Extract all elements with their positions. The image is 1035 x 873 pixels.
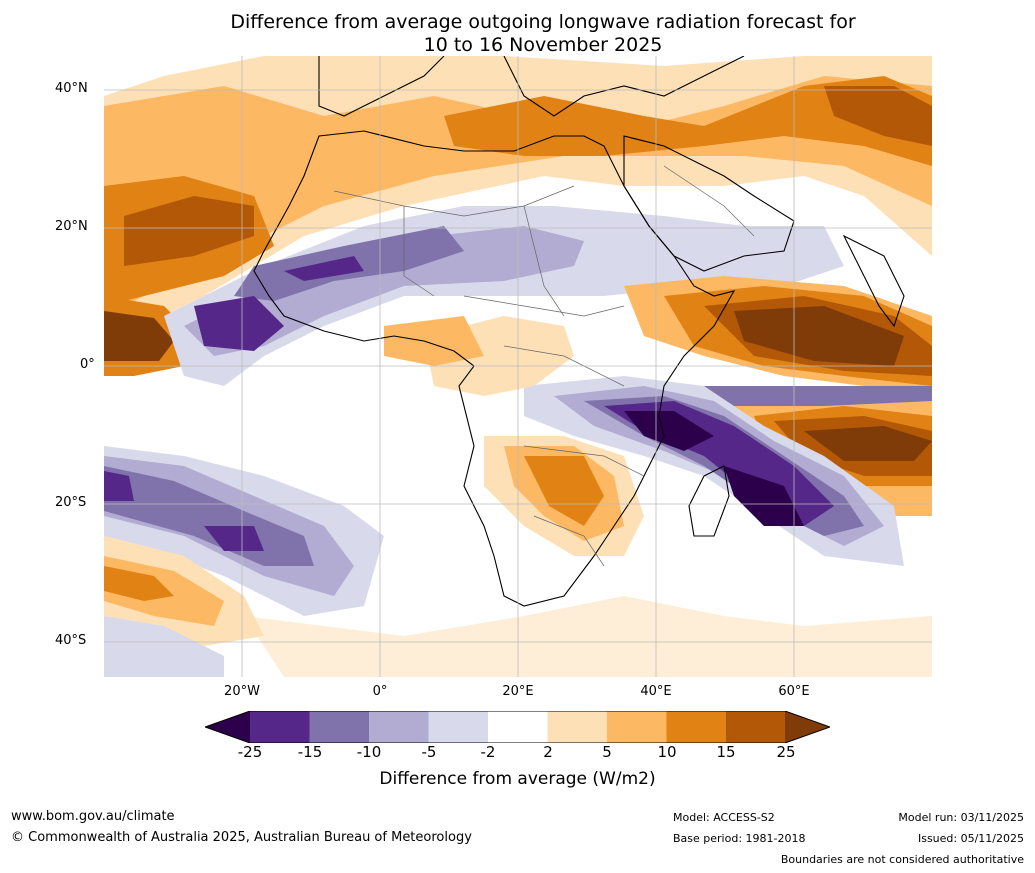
region-neg-weak-south [104,616,224,677]
colorbar-tick-label: 15 [716,743,736,761]
boundary-sahara-b [403,206,435,297]
colorbar-swatch-upper-extend [785,711,830,743]
chart-title-line2: 10 to 16 November 2025 [423,34,663,56]
footer-base-period: Base period: 1981-2018 [673,832,806,845]
footer-model: Model: ACCESS-S2 [673,811,775,824]
footer-copyright: © Commonwealth of Australia 2025, Austra… [11,830,472,845]
region-neg-vstrong-swedge [104,471,134,501]
lat-label-40n: 40°N [55,81,88,96]
colorbar-swatch-5 [488,711,548,743]
colorbar-swatch-6 [547,711,607,743]
colorbar-swatch-8 [666,711,726,743]
region-pos-extreme-sio [804,426,932,461]
footer-issued: Issued: 05/11/2025 [917,832,1024,845]
colorbar-tick-label: 5 [602,743,612,761]
colorbar-tick-label: 25 [776,743,796,761]
colorbar-swatch-4 [428,711,488,743]
boundary-central-b [503,345,625,387]
mediterranean-coastline [503,56,745,117]
iberia-coastline [318,56,445,117]
coastlines [253,56,905,607]
india-coastline [842,234,905,328]
lat-label-eq: 0° [80,357,95,372]
colorbar-tick-label: 10 [657,743,677,761]
boundary-southern-a [523,445,645,477]
footer-website: www.bom.gov.au/climate [11,809,175,824]
country-boundaries [333,165,755,567]
anomaly-field [104,56,932,677]
arabia-coastline [623,135,795,272]
lat-label-20n: 20°N [55,219,88,234]
lat-label-40s: 40°S [55,633,87,648]
boundary-central-a [463,295,625,317]
footer-disclaimer: Boundaries are not considered authoritat… [780,853,1024,866]
colorbar-swatch-2 [309,711,369,743]
region-pos-strong-sa [524,456,604,526]
chart-title-line1: Difference from average outgoing longwav… [230,11,856,33]
colorbar-tick-label: -15 [297,743,323,761]
boundary-arabia [663,165,755,237]
boundary-sahara-a [333,185,575,217]
region-pos-mod-gulf [384,316,484,366]
region-neg-vstrong-sahel [284,256,364,281]
olr-anomaly-map [104,56,932,677]
madagascar-coastline [688,465,730,537]
lat-label-20s: 20°S [55,495,87,510]
region-neg-extreme-madagascar [724,466,804,526]
lon-label-0: 0° [372,684,388,699]
region-pos-weak-south [244,596,932,677]
colorbar-swatch-9 [726,711,786,743]
lon-label-40e: 40°E [640,684,672,699]
region-neg-strong-satl [104,466,314,566]
region-neg-strong-eq-strip [704,386,932,406]
colorbar-title: Difference from average (W/m2) [379,769,656,789]
region-pos-vstrong-nw [124,196,254,266]
colorbar-tick-label: -2 [480,743,496,761]
region-pos-extreme-arabian [734,306,904,366]
colorbar [205,711,830,743]
region-neg-mod-sahel [184,226,584,356]
region-pos-strong-satl [104,566,174,601]
colorbar-swatch-3 [369,711,429,743]
lon-label-20w: 20°W [224,684,260,699]
colorbar-tick-label: 2 [543,743,553,761]
colorbar-swatch-7 [607,711,667,743]
boundary-southern-b [533,515,605,567]
region-neg-vstrong-satl [204,526,264,551]
colorbar-tick-label: -25 [237,743,263,761]
region-pos-strong-north [444,76,932,166]
region-pos-vstrong-ne [824,86,932,146]
africa-coastline [253,130,736,607]
colorbar-tick-label: -10 [356,743,382,761]
colorbar-swatch-lower-extend [205,711,250,743]
lon-label-60e: 60°E [778,684,810,699]
footer-model-run: Model run: 03/11/2025 [898,811,1024,824]
colorbar-swatch-1 [250,711,310,743]
boundary-sahara-c [523,205,565,317]
lon-label-20e: 20°E [502,684,534,699]
region-neg-extreme-tanzania [624,411,714,451]
graticule [104,56,932,677]
region-pos-extreme-west-eq [104,311,174,361]
colorbar-tick-label: -5 [421,743,437,761]
region-neg-vstrong-gulf [194,296,284,351]
